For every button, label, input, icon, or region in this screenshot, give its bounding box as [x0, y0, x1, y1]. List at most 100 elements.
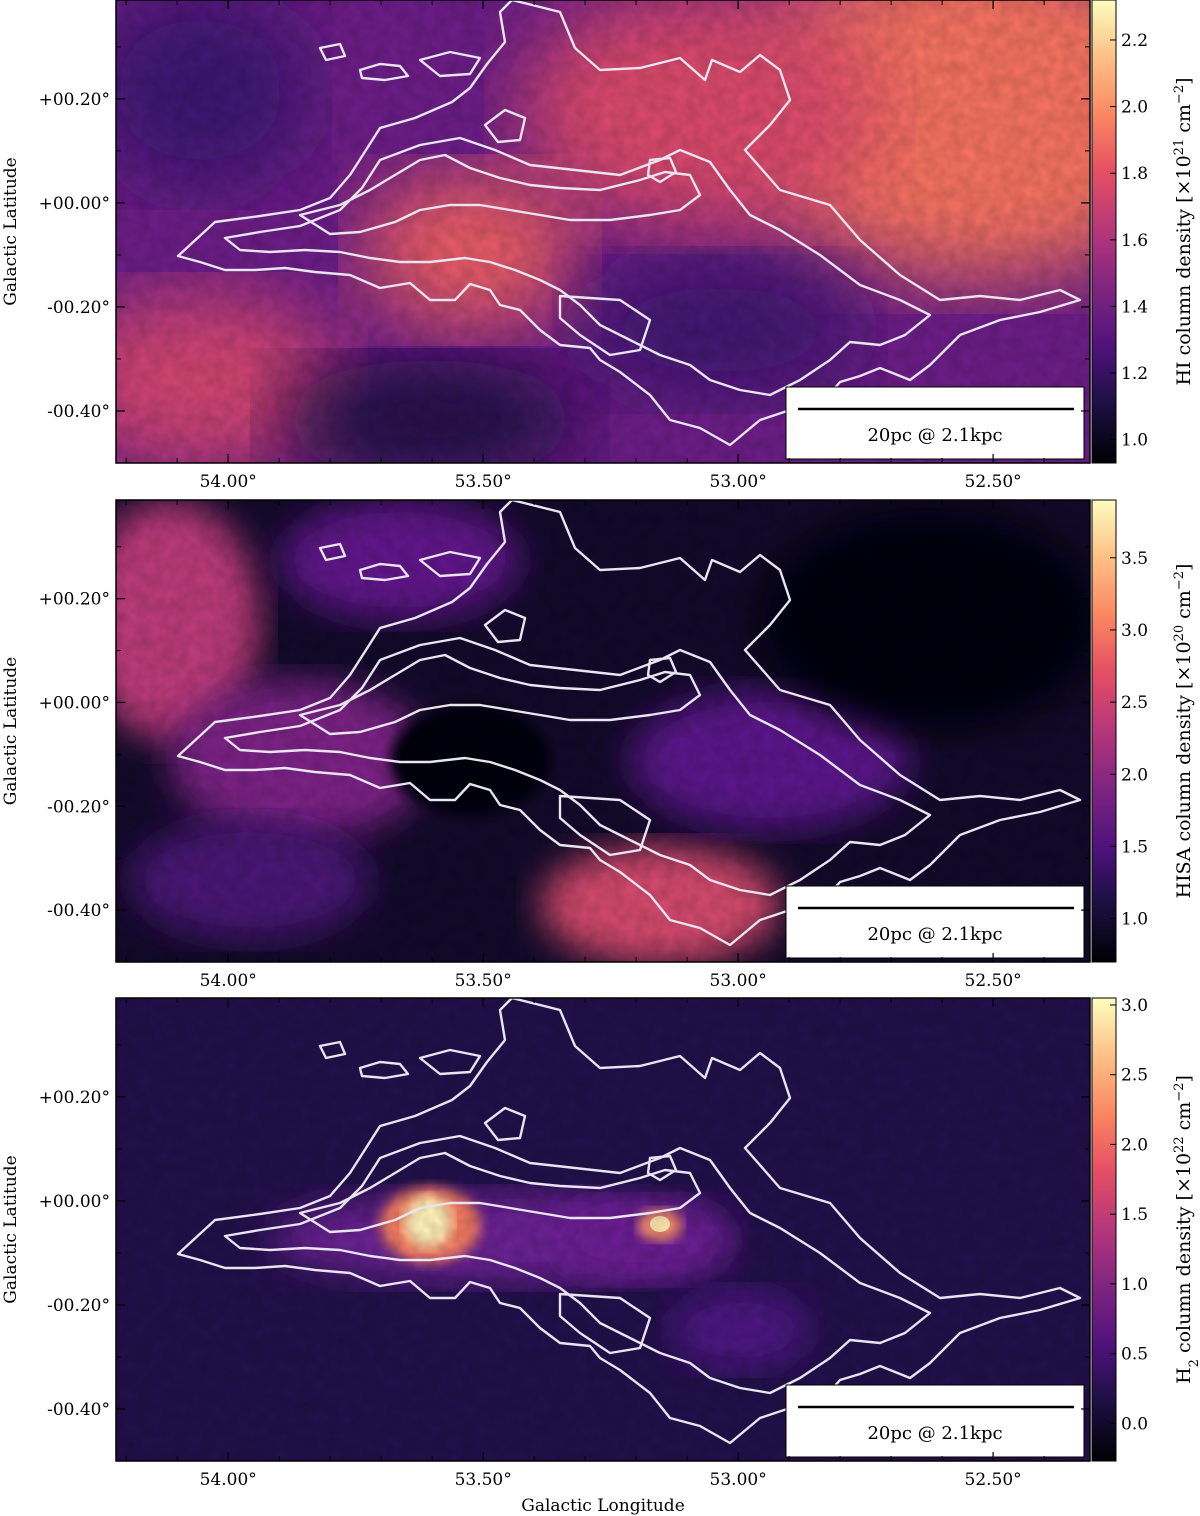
contour-line: [646, 1154, 678, 1182]
scalebar-box: [785, 885, 1085, 959]
contour-line: [298, 153, 702, 236]
contour-line: [176, 0, 1082, 447]
contour-line: [418, 1048, 482, 1076]
colorbar-tick-label: 1.0: [1121, 1275, 1148, 1295]
contour-line: [483, 108, 527, 144]
x-tick-label: 52.50°: [965, 1470, 1022, 1490]
scalebar: 20pc @ 2.1kpc: [785, 386, 1085, 460]
x-tick-label: 53.00°: [710, 1470, 767, 1490]
colorbar-tick-label: 1.5: [1121, 1205, 1148, 1225]
x-tick-label: 53.50°: [455, 1470, 512, 1490]
contour-line: [298, 653, 702, 736]
y-tick-label: +00.20°: [39, 1088, 110, 1108]
heatmap: [116, 0, 1090, 463]
x-axis-label: Galactic Longitude: [521, 1496, 685, 1516]
colorbar-tick-label: 1.6: [1121, 231, 1148, 251]
contour-line: [358, 1060, 410, 1080]
contour-line: [358, 562, 410, 582]
colorbar-tick-label: 1.4: [1121, 297, 1148, 317]
contour-line: [318, 542, 347, 562]
colorbar-tick-label: 1.2: [1121, 364, 1148, 384]
heatmap: [116, 998, 1090, 1461]
colorbar: [1091, 997, 1117, 1462]
contour-line: [558, 1292, 652, 1355]
colorbar-tick-label: 3.0: [1121, 996, 1148, 1016]
colorbar-tick-label: 1.5: [1121, 838, 1148, 858]
x-tick-label: 52.50°: [965, 472, 1022, 492]
plot-frame: [115, 499, 1091, 963]
scalebar-box: [785, 386, 1085, 460]
colorbar-tick-label: 0.0: [1121, 1414, 1148, 1434]
x-tick-label: 53.50°: [455, 971, 512, 991]
x-tick-label: 54.00°: [200, 971, 257, 991]
panel-bottom: 20pc @ 2.1kpc 54.00° 53.50° 53.00° 52.50° +00…: [1, 996, 1200, 1516]
panel-top: 20pc @ 2.1kpc 54.00° 53.50° 53.00° 52.50° +00…: [1, 0, 1196, 492]
contour-line: [176, 998, 1082, 1445]
contour-line: [646, 156, 678, 184]
colorbar-tick-label: 1.0: [1121, 431, 1148, 451]
y-axis-label: Galactic Latitude: [1, 657, 21, 805]
contour-line: [318, 1040, 347, 1060]
y-tick-label: -00.40°: [47, 402, 110, 422]
x-tick-label: 54.00°: [200, 1470, 257, 1490]
y-tick-label: +00.20°: [39, 590, 110, 610]
x-tick-label: 53.00°: [710, 472, 767, 492]
y-tick-label: +00.00°: [39, 693, 110, 713]
y-tick-label: -00.20°: [47, 797, 110, 817]
contour-line: [298, 1151, 702, 1234]
contours: [176, 0, 1082, 447]
contours: [176, 500, 1082, 947]
scalebar-label: 20pc @ 2.1kpc: [867, 924, 1002, 945]
y-axis-label: Galactic Latitude: [1, 1155, 21, 1303]
contour-line: [418, 50, 482, 78]
contours: [176, 998, 1082, 1445]
colorbar-tick-label: 2.0: [1121, 98, 1148, 118]
colorbar-label: HI column density [×1021 cm−2]: [1172, 77, 1196, 385]
panel-middle: 20pc @ 2.1kpc 54.00° 53.50° 53.00° 52.50° +00…: [1, 499, 1196, 991]
heatmap-texture: [116, 500, 1090, 962]
contour-line: [558, 294, 652, 357]
contour-line: [318, 42, 347, 62]
colorbar-tick-label: 2.0: [1121, 1135, 1148, 1155]
heatmap-texture: [116, 998, 1090, 1461]
contour-line: [223, 1134, 932, 1395]
contour-line: [418, 550, 482, 578]
contour-line: [223, 136, 932, 397]
colorbar-tick-label: 2.0: [1121, 765, 1148, 785]
heatmap-texture: [116, 0, 1090, 463]
x-tick-label: 52.50°: [965, 971, 1022, 991]
contour-line: [558, 794, 652, 857]
colorbar-tick-label: 1.0: [1121, 910, 1148, 930]
y-tick-label: -00.40°: [47, 901, 110, 921]
y-tick-label: +00.20°: [39, 90, 110, 110]
scalebar-label: 20pc @ 2.1kpc: [867, 1423, 1002, 1444]
contour-line: [646, 656, 678, 684]
scalebar-box: [785, 1384, 1085, 1458]
colorbar-label: HISA column density [×1020 cm−2]: [1172, 564, 1196, 899]
y-tick-label: -00.20°: [47, 1296, 110, 1316]
colorbar: [1091, 499, 1117, 963]
contour-line: [176, 500, 1082, 947]
contour-line: [483, 1106, 527, 1142]
colorbar: [1091, 0, 1117, 464]
y-axis-label: Galactic Latitude: [1, 157, 21, 305]
contour-line: [483, 608, 527, 644]
contour-line: [358, 62, 410, 82]
plot-frame: [115, 0, 1091, 464]
y-tick-label: +00.00°: [39, 1192, 110, 1212]
colorbar-tick-label: 1.8: [1121, 164, 1148, 184]
colorbar-tick-label: 3.0: [1121, 621, 1148, 641]
plot-frame: [115, 997, 1091, 1462]
heatmap: [116, 500, 1090, 962]
contour-line: [223, 636, 932, 897]
x-tick-label: 54.00°: [200, 472, 257, 492]
colorbar-tick-label: 0.5: [1121, 1345, 1148, 1365]
scalebar: 20pc @ 2.1kpc: [785, 885, 1085, 959]
colorbar-tick-label: 2.5: [1121, 1066, 1148, 1086]
colorbar-tick-label: 2.2: [1121, 31, 1148, 51]
y-tick-label: -00.20°: [47, 298, 110, 318]
colorbar-tick-label: 2.5: [1121, 693, 1148, 713]
colorbar-tick-label: 3.5: [1121, 549, 1148, 569]
scalebar-label: 20pc @ 2.1kpc: [867, 425, 1002, 446]
